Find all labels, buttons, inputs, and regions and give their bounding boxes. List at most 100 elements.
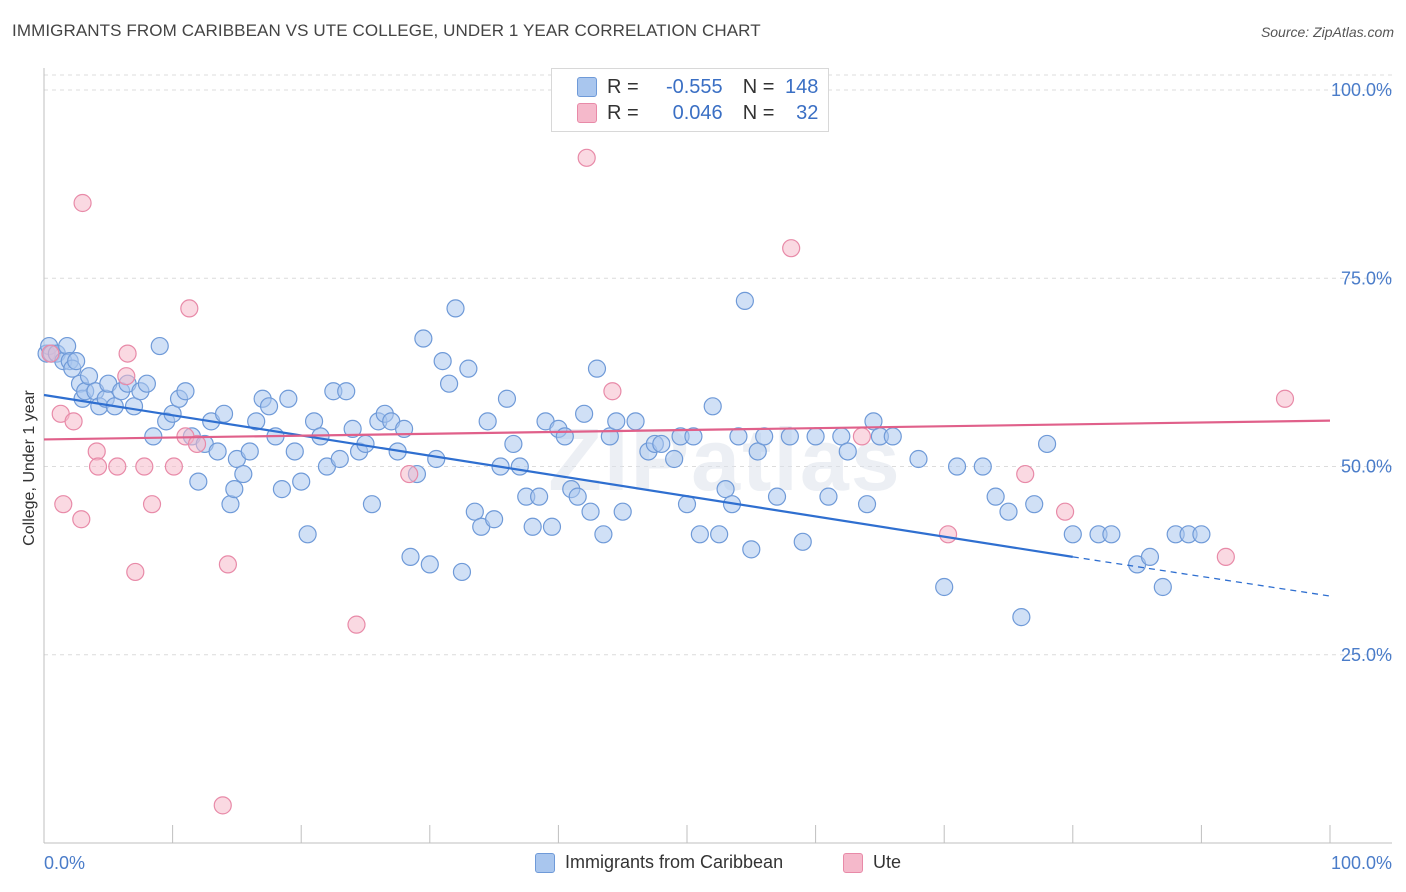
data-point-caribbean — [819, 487, 838, 506]
data-point-caribbean — [414, 329, 433, 348]
data-point-ute — [142, 495, 162, 514]
data-point-caribbean — [652, 434, 671, 454]
data-point-caribbean — [999, 502, 1018, 521]
data-point-ute — [1055, 502, 1075, 521]
data-point-ute — [164, 457, 183, 476]
data-point-ute — [64, 412, 83, 431]
data-point-ute — [108, 457, 127, 476]
data-point-caribbean — [259, 397, 279, 416]
data-point-caribbean — [446, 299, 465, 318]
legend-r-value: 0.046 — [672, 101, 723, 124]
data-point-caribbean — [292, 472, 311, 491]
data-point-caribbean — [806, 427, 825, 446]
data-point-caribbean — [568, 487, 587, 506]
data-point-caribbean — [510, 457, 529, 476]
y-tick-label: 50.0% — [1341, 457, 1392, 477]
data-point-caribbean — [587, 359, 607, 378]
data-point-caribbean — [189, 472, 208, 491]
data-point-caribbean — [986, 487, 1005, 506]
data-point-caribbean — [79, 367, 99, 386]
legend-swatch-blue — [577, 77, 597, 97]
data-point-caribbean — [1025, 495, 1044, 514]
legend-swatch-pink — [843, 852, 863, 873]
legend-label-caribbean: Immigrants from Caribbean — [565, 852, 784, 872]
legend-n-value: 32 — [796, 101, 819, 124]
data-point-ute — [180, 299, 199, 318]
y-tick-label: 25.0% — [1341, 645, 1392, 665]
data-point-caribbean — [1012, 608, 1031, 627]
data-point-ute — [782, 239, 801, 258]
data-point-caribbean — [575, 404, 594, 423]
axes — [43, 68, 1392, 844]
legend-n-label: N = — [742, 101, 775, 124]
data-point-caribbean — [555, 427, 574, 446]
data-point-caribbean — [485, 510, 504, 529]
data-point-ute — [126, 562, 145, 582]
data-point-ute — [400, 464, 419, 484]
data-point-caribbean — [234, 464, 253, 484]
data-point-caribbean — [304, 412, 324, 431]
data-point-ute — [218, 555, 237, 574]
data-point-caribbean — [973, 457, 992, 476]
data-point-ute — [54, 495, 73, 514]
data-point-caribbean — [613, 502, 632, 521]
data-point-caribbean — [838, 442, 857, 461]
data-point-caribbean — [452, 562, 472, 582]
data-point-ute — [187, 434, 207, 454]
data-point-caribbean — [240, 442, 259, 461]
data-point-caribbean — [439, 374, 459, 393]
data-point-caribbean — [832, 427, 851, 446]
x-tick-label-max: 100.0% — [1331, 853, 1392, 873]
legend-item-caribbean: Immigrants from Caribbean — [535, 852, 783, 873]
data-point-caribbean — [581, 502, 600, 521]
data-point-caribbean — [214, 404, 234, 423]
data-point-caribbean — [742, 540, 761, 559]
data-point-caribbean — [703, 397, 722, 416]
legend-r-value: -0.555 — [665, 75, 723, 98]
data-point-caribbean — [735, 291, 754, 310]
trend-line-caribbean-extrapolated — [1072, 556, 1331, 597]
data-point-caribbean — [1037, 434, 1057, 454]
data-point-caribbean — [793, 532, 812, 551]
x-tick-label-min: 0.0% — [44, 853, 85, 873]
data-point-caribbean — [677, 495, 697, 514]
data-point-caribbean — [298, 525, 317, 544]
data-point-caribbean — [208, 442, 227, 461]
data-point-caribbean — [542, 517, 562, 536]
legend-n-value: 148 — [785, 75, 819, 98]
data-point-caribbean — [1102, 525, 1121, 544]
data-point-ute — [603, 382, 622, 401]
data-point-caribbean — [285, 442, 304, 461]
legend-n-label: N = — [742, 75, 775, 98]
y-tick-label: 100.0% — [1331, 80, 1392, 100]
legend-row-ute: R = 0.046 N = 32 — [552, 100, 818, 126]
data-point-caribbean — [857, 495, 877, 514]
data-point-caribbean — [729, 427, 748, 446]
data-point-caribbean — [780, 427, 799, 446]
data-point-caribbean — [459, 359, 478, 378]
data-point-ute — [577, 148, 596, 167]
data-point-ute — [213, 796, 232, 815]
trend-line-ute — [43, 419, 1331, 441]
data-point-caribbean — [401, 547, 420, 566]
trend-lines — [43, 393, 1331, 597]
data-point-caribbean — [710, 525, 729, 544]
trend-line-caribbean — [43, 393, 1073, 558]
data-point-caribbean — [626, 412, 645, 431]
data-point-caribbean — [1063, 525, 1082, 544]
data-point-caribbean — [362, 495, 382, 514]
source-label: Source: ZipAtlas.com — [1260, 24, 1394, 40]
data-point-ute — [938, 525, 958, 544]
data-point-caribbean — [58, 336, 77, 356]
legend-item-ute: Ute — [843, 852, 901, 873]
data-point-caribbean — [684, 427, 703, 446]
y-axis-label: College, Under 1 year — [21, 390, 38, 546]
data-point-caribbean — [137, 374, 156, 393]
data-point-ute — [135, 457, 154, 476]
data-point-caribbean — [1153, 577, 1172, 597]
data-point-caribbean — [909, 449, 928, 469]
data-point-ute — [347, 615, 366, 634]
data-point-caribbean — [337, 382, 356, 401]
data-point-caribbean — [594, 525, 613, 544]
grid-lines — [44, 74, 1392, 656]
